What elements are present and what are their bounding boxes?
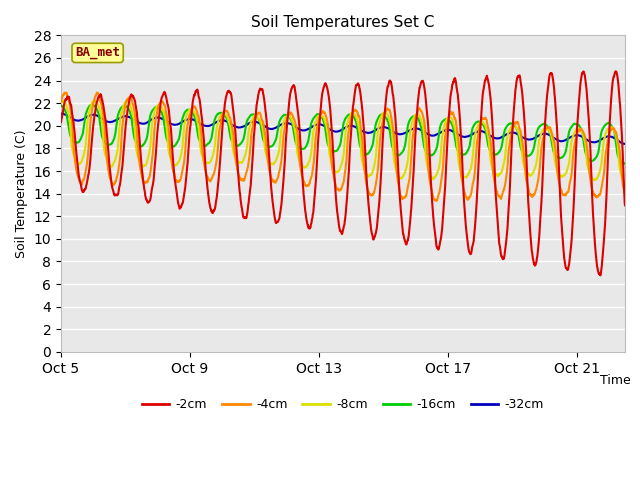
Title: Soil Temperatures Set C: Soil Temperatures Set C (252, 15, 435, 30)
Text: BA_met: BA_met (75, 47, 120, 60)
Legend: -2cm, -4cm, -8cm, -16cm, -32cm: -2cm, -4cm, -8cm, -16cm, -32cm (137, 393, 549, 416)
Y-axis label: Soil Temperature (C): Soil Temperature (C) (15, 130, 28, 258)
X-axis label: Time: Time (600, 374, 630, 387)
